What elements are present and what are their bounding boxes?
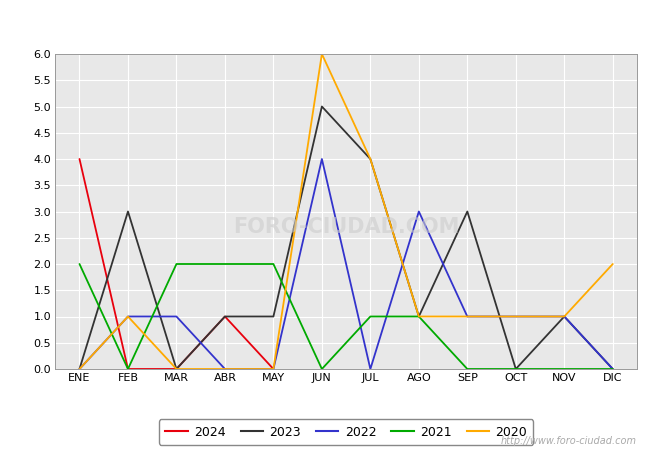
Text: Matriculaciones de Vehiculos en Villamejil: Matriculaciones de Vehiculos en Villamej… [136, 11, 514, 29]
Text: http://www.foro-ciudad.com: http://www.foro-ciudad.com [501, 436, 637, 446]
Legend: 2024, 2023, 2022, 2021, 2020: 2024, 2023, 2022, 2021, 2020 [159, 419, 534, 445]
Text: FORO-CIUDAD.COM: FORO-CIUDAD.COM [233, 217, 460, 237]
